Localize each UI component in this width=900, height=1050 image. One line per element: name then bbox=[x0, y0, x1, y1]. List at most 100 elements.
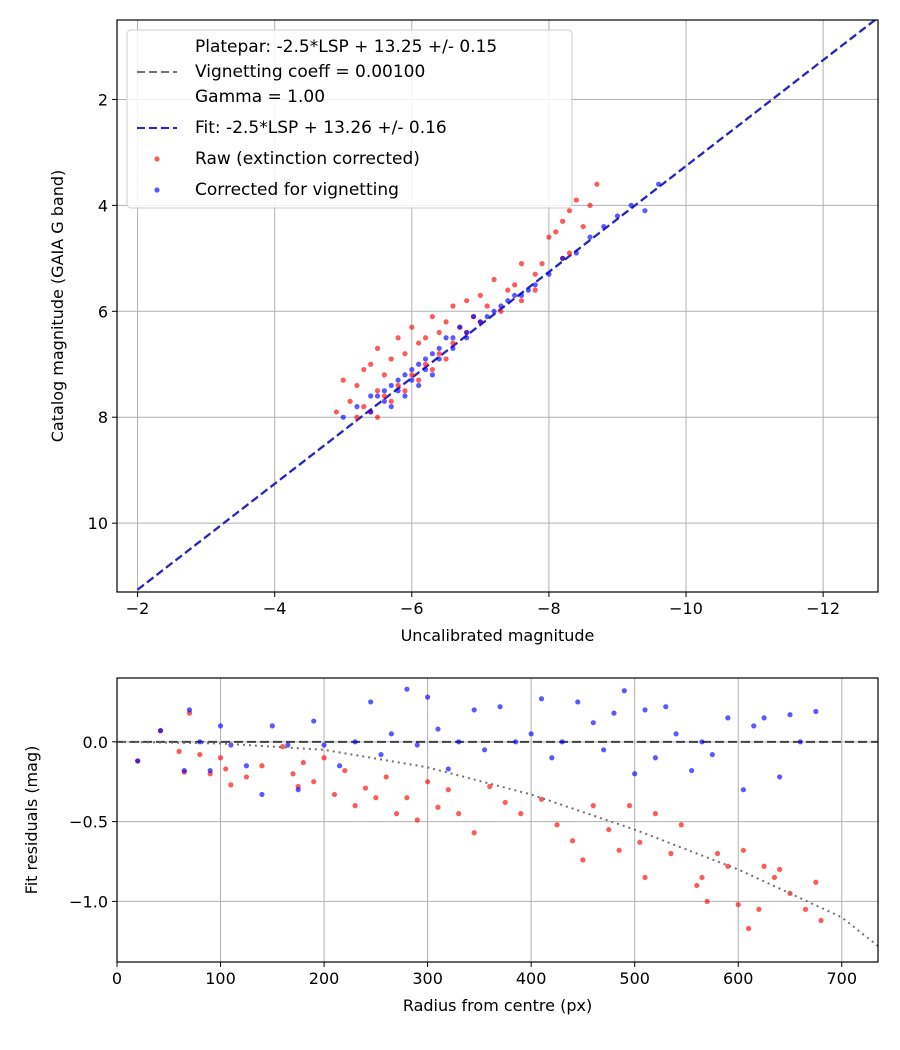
raw-point bbox=[502, 799, 508, 806]
raw-point bbox=[414, 817, 420, 823]
raw-point bbox=[381, 393, 387, 399]
x-axis-label: Radius from centre (px) bbox=[403, 996, 592, 1015]
corrected-point bbox=[699, 739, 705, 745]
raw-point bbox=[388, 398, 394, 404]
corrected-point bbox=[414, 742, 420, 748]
raw-point bbox=[321, 755, 327, 761]
raw-point bbox=[409, 372, 415, 378]
corrected-point bbox=[477, 319, 483, 325]
x-tick-label: −6 bbox=[400, 599, 424, 618]
raw-point bbox=[553, 229, 559, 235]
corrected-point bbox=[422, 356, 429, 362]
corrected-point bbox=[538, 696, 545, 702]
corrected-point bbox=[381, 388, 387, 394]
plot-frame bbox=[116, 19, 879, 593]
corrected-point bbox=[761, 715, 767, 721]
corrected-point bbox=[381, 398, 387, 404]
raw-point bbox=[425, 779, 431, 785]
raw-point bbox=[381, 372, 387, 378]
corrected-point bbox=[751, 723, 757, 729]
raw-point bbox=[362, 785, 369, 791]
corrected-point bbox=[457, 324, 463, 330]
raw-point bbox=[445, 787, 451, 793]
corrected-point bbox=[409, 366, 415, 373]
residuals-chart: 0 100 200 300 400 500 600 700 0.0 −0.5 −1.0 Radius … bbox=[22, 677, 879, 1015]
raw-point bbox=[626, 803, 633, 809]
corrected-point bbox=[181, 767, 187, 774]
corrected-point bbox=[512, 292, 518, 299]
x-axis-label: Uncalibrated magnitude bbox=[401, 626, 595, 645]
raw-point bbox=[569, 838, 576, 844]
raw-point bbox=[429, 366, 435, 373]
corrected-point bbox=[354, 404, 360, 410]
corrected-point bbox=[575, 699, 581, 705]
raw-point bbox=[443, 356, 449, 362]
raw-point bbox=[539, 261, 545, 267]
raw-point bbox=[761, 863, 767, 869]
raw-point bbox=[498, 308, 504, 314]
x-tick-label: −8 bbox=[537, 599, 561, 618]
raw-point bbox=[554, 822, 560, 828]
x-tick-label: 400 bbox=[516, 969, 547, 988]
corrected-point bbox=[157, 728, 164, 734]
raw-point bbox=[594, 181, 600, 187]
corrected-point bbox=[395, 388, 401, 394]
x-tick-label: 100 bbox=[205, 969, 236, 988]
corrected-point bbox=[436, 345, 442, 351]
raw-point bbox=[311, 779, 317, 785]
corrected-point bbox=[425, 694, 431, 700]
corrected-point bbox=[559, 739, 565, 745]
legend-entry-text: Vignetting coeff = 0.00100 bbox=[195, 62, 425, 82]
x-tick-label: −12 bbox=[806, 599, 840, 618]
corrected-point bbox=[709, 751, 715, 758]
corrected-point bbox=[546, 271, 552, 277]
corrected-point bbox=[429, 351, 435, 357]
corrected-point bbox=[787, 712, 793, 718]
raw-point bbox=[518, 261, 525, 267]
corrected-point bbox=[450, 345, 456, 351]
raw-point bbox=[580, 857, 586, 863]
raw-point bbox=[725, 863, 731, 869]
corrected-point bbox=[725, 715, 731, 721]
raw-point bbox=[546, 234, 552, 240]
corrected-point bbox=[352, 739, 358, 745]
raw-point bbox=[678, 822, 684, 828]
raw-point bbox=[699, 874, 705, 881]
corrected-point bbox=[321, 742, 327, 748]
plot-area bbox=[136, 20, 877, 591]
raw-point bbox=[477, 292, 483, 299]
corrected-point bbox=[549, 755, 555, 761]
corrected-point bbox=[217, 723, 224, 729]
corrected-point bbox=[740, 787, 747, 793]
raw-point bbox=[217, 755, 224, 761]
raw-point bbox=[331, 791, 338, 798]
raw-point bbox=[491, 276, 497, 283]
corrected-point bbox=[590, 720, 596, 726]
raw-point bbox=[532, 271, 538, 277]
corrected-point bbox=[374, 393, 381, 399]
corrected-point bbox=[573, 250, 579, 256]
raw-point bbox=[342, 767, 348, 774]
raw-point bbox=[668, 850, 674, 857]
raw-point bbox=[422, 361, 429, 367]
raw-point bbox=[487, 783, 493, 790]
raw-point bbox=[361, 366, 367, 373]
fit-line bbox=[136, 20, 877, 591]
raw-point bbox=[450, 340, 456, 346]
raw-point bbox=[354, 382, 360, 389]
raw-point bbox=[435, 804, 441, 810]
y-tick-label: 2 bbox=[98, 90, 108, 109]
x-tick-label: 500 bbox=[619, 969, 650, 988]
corrected-point bbox=[340, 414, 346, 420]
corrected-point bbox=[186, 707, 193, 713]
legend-marker-swatch bbox=[154, 156, 160, 162]
x-tick-label: 0 bbox=[112, 969, 122, 988]
x-tick-label: −2 bbox=[126, 599, 150, 618]
corrected-point bbox=[311, 718, 317, 724]
corrected-point bbox=[368, 699, 374, 705]
corrected-point bbox=[525, 287, 531, 293]
corrected-point bbox=[611, 710, 617, 716]
corrected-point bbox=[689, 767, 695, 774]
raw-point bbox=[573, 197, 579, 203]
corrected-point bbox=[652, 755, 658, 761]
